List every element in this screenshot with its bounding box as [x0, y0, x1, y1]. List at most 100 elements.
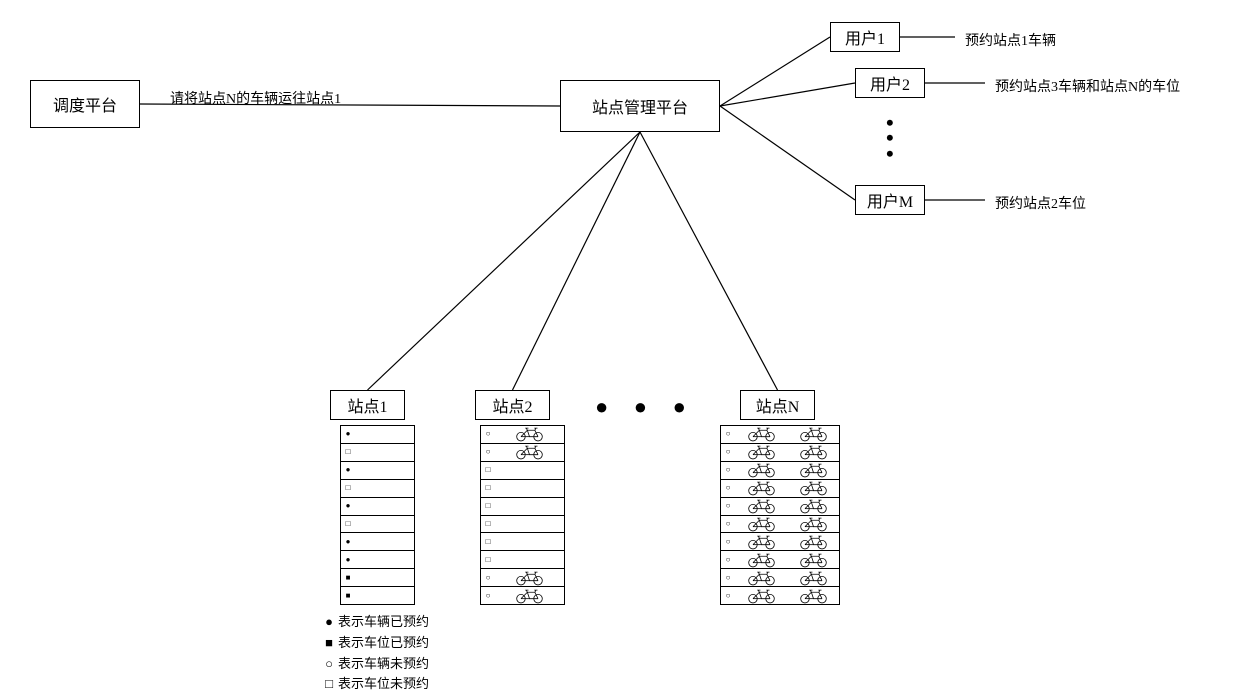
filled-square-marker-icon: ■: [341, 592, 355, 600]
rack-slot-row: ●: [341, 498, 414, 516]
rack-slot-row: ○: [721, 498, 839, 516]
empty-circle-marker-icon: ○: [481, 430, 495, 438]
rack-slot-row: ○: [721, 569, 839, 587]
rack-slot-row: ○: [481, 587, 564, 604]
bike-icon: [787, 462, 839, 479]
station1-node: 站点1: [330, 390, 405, 420]
legend-text: 表示车辆未预约: [338, 654, 429, 675]
bike-icon: [787, 480, 839, 497]
rack-slot-row: ○: [481, 444, 564, 462]
bike-icon: [735, 462, 787, 479]
rack-slot-row: ○: [721, 444, 839, 462]
filled-square-marker-icon: ■: [341, 574, 355, 582]
node-label: 站点N: [756, 393, 800, 417]
legend-row: ○表示车辆未预约: [320, 654, 429, 675]
rack-slot-row: □: [481, 516, 564, 534]
empty-circle-marker-icon: ○: [721, 430, 735, 438]
dispatch-instruction-label: 请将站点N的车辆运往站点1: [170, 88, 341, 108]
rack-slot-row: □: [481, 498, 564, 516]
users-ellipsis-icon: •••: [886, 115, 894, 161]
rack-slot-row: □: [481, 533, 564, 551]
empty-circle-marker-icon: ○: [721, 466, 735, 474]
empty-circle-marker-icon: ○: [721, 502, 735, 510]
rack-slot-row: □: [341, 480, 414, 498]
rack-slot-row: □: [481, 462, 564, 480]
legend-text: 表示车位未预约: [338, 674, 429, 695]
rack-slot-row: □: [341, 516, 414, 534]
bike-icon: [735, 551, 787, 568]
legend-row: ■表示车位已预约: [320, 633, 429, 654]
bike-icon: [787, 426, 839, 443]
rack-slot-row: ○: [481, 569, 564, 587]
empty-circle-marker-icon: ○: [721, 484, 735, 492]
empty-square-marker-icon: □: [341, 484, 355, 492]
station1-rack: ● □ ● □ ● □ ● ● ■ ■: [340, 425, 415, 605]
bike-icon: [735, 480, 787, 497]
bike-icon: [495, 444, 564, 461]
bike-icon: [735, 569, 787, 586]
marker-legend: ●表示车辆已预约■表示车位已预约○表示车辆未预约□表示车位未预约: [320, 612, 429, 695]
empty-square-marker-icon: □: [341, 520, 355, 528]
rack-slot-row: ○: [721, 551, 839, 569]
rack-slot-row: □: [481, 480, 564, 498]
empty-square-marker-icon: □: [481, 538, 495, 546]
rack-slot-row: ○: [721, 587, 839, 604]
bike-icon: [735, 587, 787, 604]
empty-circle-marker-icon: ○: [721, 520, 735, 528]
empty-circle-marker-icon: ○: [320, 654, 338, 675]
empty-square-marker-icon: □: [481, 520, 495, 528]
stationN-rack: ○ ○: [720, 425, 840, 605]
empty-square-marker-icon: □: [320, 674, 338, 695]
filled-circle-marker-icon: ●: [341, 538, 355, 546]
user1-node: 用户1: [830, 22, 900, 52]
node-label: 调度平台: [53, 92, 117, 116]
empty-square-marker-icon: □: [481, 484, 495, 492]
node-label: 用户1: [845, 25, 885, 49]
bike-icon: [787, 444, 839, 461]
empty-square-marker-icon: □: [481, 466, 495, 474]
bike-icon: [735, 498, 787, 515]
rack-slot-row: □: [481, 551, 564, 569]
bike-icon: [735, 444, 787, 461]
user2-node: 用户2: [855, 68, 925, 98]
user1-action-label: 预约站点1车辆: [965, 30, 1056, 50]
bike-icon: [735, 426, 787, 443]
legend-text: 表示车位已预约: [338, 633, 429, 654]
rack-slot-row: ●: [341, 426, 414, 444]
bike-icon: [787, 569, 839, 586]
empty-square-marker-icon: □: [481, 502, 495, 510]
bike-icon: [787, 498, 839, 515]
rack-slot-row: ○: [721, 462, 839, 480]
rack-slot-row: ○: [721, 516, 839, 534]
rack-slot-row: ●: [341, 533, 414, 551]
node-label: 站点2: [492, 393, 532, 417]
rack-slot-row: ○: [721, 480, 839, 498]
empty-circle-marker-icon: ○: [481, 448, 495, 456]
userM-node: 用户M: [855, 185, 925, 215]
rack-slot-row: ●: [341, 462, 414, 480]
userM-action-label: 预约站点2车位: [995, 193, 1086, 213]
bike-icon: [495, 587, 564, 604]
legend-row: □表示车位未预约: [320, 674, 429, 695]
filled-circle-marker-icon: ●: [341, 466, 355, 474]
rack-slot-row: ○: [721, 533, 839, 551]
rack-slot-row: ●: [341, 551, 414, 569]
bike-icon: [787, 587, 839, 604]
empty-circle-marker-icon: ○: [721, 556, 735, 564]
bike-icon: [495, 569, 564, 586]
bike-icon: [787, 516, 839, 533]
filled-circle-marker-icon: ●: [341, 502, 355, 510]
bike-icon: [735, 516, 787, 533]
empty-square-marker-icon: □: [341, 448, 355, 456]
stations-ellipsis-icon: ● ● ●: [595, 394, 696, 420]
user2-action-label: 预约站点3车辆和站点N的车位: [995, 76, 1180, 96]
node-label: 用户M: [867, 188, 913, 212]
empty-square-marker-icon: □: [481, 556, 495, 564]
station2-node: 站点2: [475, 390, 550, 420]
empty-circle-marker-icon: ○: [481, 592, 495, 600]
station2-rack: ○ ○ □ □ □ □ □ □ ○ ○: [480, 425, 565, 605]
node-label: 用户2: [870, 71, 910, 95]
empty-circle-marker-icon: ○: [721, 574, 735, 582]
rack-slot-row: □: [341, 444, 414, 462]
bike-icon: [735, 533, 787, 550]
